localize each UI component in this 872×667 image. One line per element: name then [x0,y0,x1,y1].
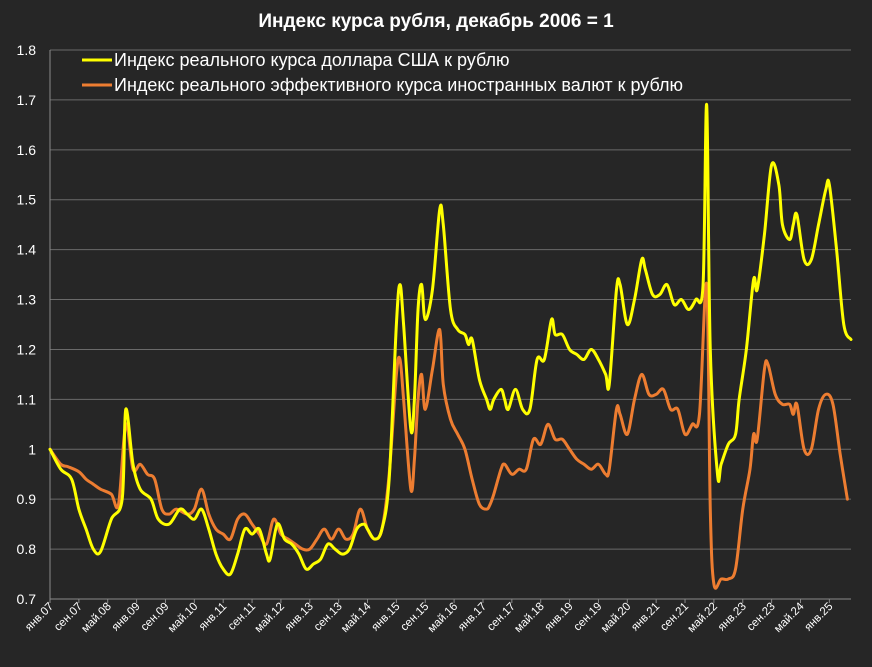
x-tick-label: май.08 [79,601,113,635]
y-tick-label: 1.1 [17,391,37,407]
x-tick-label: янв.15 [369,601,402,634]
y-tick-label: 0.9 [17,491,37,507]
x-tick-label: май.24 [772,600,807,635]
y-tick-label: 0.8 [17,541,37,557]
x-tick-label: май.14 [339,600,374,635]
x-tick-label: янв.09 [110,601,143,634]
x-tick-label: янв.19 [543,601,576,634]
x-tick-label: янв.17 [456,601,489,634]
x-tick-label: май.18 [512,601,546,635]
y-tick-label: 1.4 [17,242,37,258]
gridlines [49,49,851,600]
x-tick-label: янв.11 [197,601,229,633]
x-tick-label: янв.21 [629,601,662,634]
x-tick-label: май.10 [166,601,200,635]
x-tick-label: янв.25 [802,601,835,634]
x-axis-ticks: янв.07сен.07май.08янв.09сен.09май.10янв.… [23,599,835,635]
y-tick-label: 1.5 [17,192,37,208]
x-tick-label: янв.23 [716,601,749,634]
chart-title: Индекс курса рубля, декабрь 2006 = 1 [258,11,614,32]
y-axis-ticks: 0.7 0.8 0.9 1 1.1 1.2 1.3 1.4 1.5 1.6 1.7 1.8 [17,42,37,607]
series-lines [48,103,853,590]
y-tick-label: 0.7 [17,591,37,607]
series-line-effective [48,281,849,590]
x-tick-label: янв.13 [283,601,316,634]
y-tick-label: 1.8 [17,42,37,58]
legend: Индекс реального курса доллара США к руб… [82,50,683,95]
series-line-usd [48,103,853,577]
y-tick-label: 1 [28,441,36,457]
y-tick-label: 1.7 [17,92,37,108]
y-tick-label: 1.3 [17,292,37,308]
x-tick-label: май.12 [253,601,287,635]
x-tick-label: май.16 [426,601,460,635]
legend-label-effective: Индекс реального эффективного курса инос… [114,75,683,95]
x-tick-label: май.20 [599,601,633,635]
x-tick-label: май.22 [686,601,720,635]
legend-label-usd: Индекс реального курса доллара США к руб… [114,50,509,70]
y-tick-label: 1.6 [17,142,37,158]
y-tick-label: 1.2 [17,341,37,357]
